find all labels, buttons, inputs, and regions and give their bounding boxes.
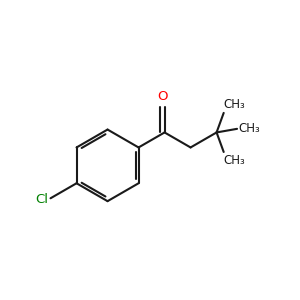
Text: CH₃: CH₃ <box>224 98 245 111</box>
Text: O: O <box>157 90 168 103</box>
Text: Cl: Cl <box>36 193 49 206</box>
Text: CH₃: CH₃ <box>224 154 245 167</box>
Text: CH₃: CH₃ <box>238 122 260 135</box>
